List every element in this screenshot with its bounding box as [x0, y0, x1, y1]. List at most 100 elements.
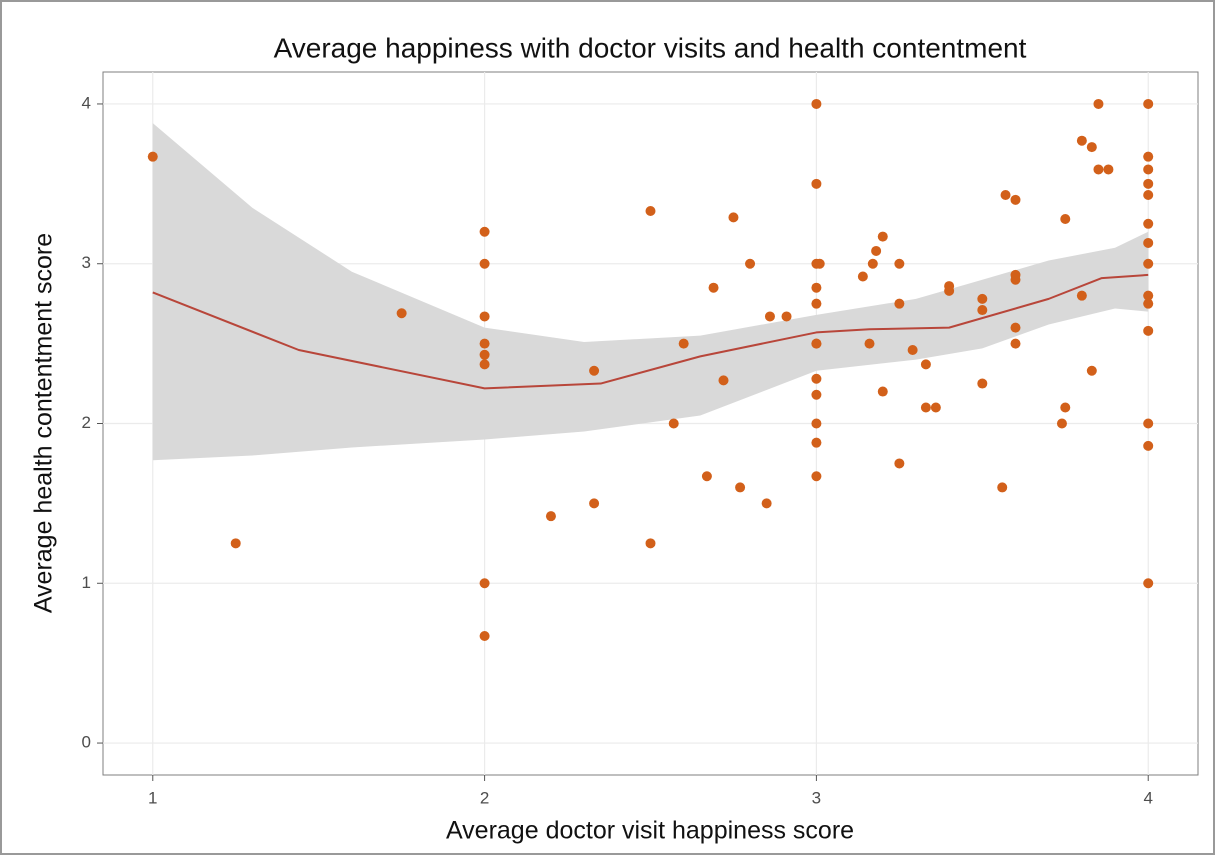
point	[930, 402, 941, 413]
confidence-band	[152, 123, 1149, 461]
point	[1010, 274, 1021, 285]
point	[1143, 237, 1154, 248]
point	[1143, 290, 1154, 301]
smooth-line	[152, 273, 1149, 390]
point	[811, 418, 822, 429]
point	[1143, 258, 1154, 269]
point	[811, 373, 822, 384]
point	[1060, 213, 1071, 224]
point	[781, 311, 792, 322]
point	[1056, 418, 1067, 429]
y-tick-label: 1	[82, 573, 91, 592]
point	[479, 311, 490, 322]
x-tick-label: 2	[480, 788, 489, 807]
point	[1000, 190, 1011, 201]
point	[701, 471, 712, 482]
point	[396, 308, 407, 319]
point	[977, 378, 988, 389]
point	[1143, 190, 1154, 201]
point	[1143, 151, 1154, 162]
point	[1060, 402, 1071, 413]
point	[811, 437, 822, 448]
point	[479, 359, 490, 370]
point	[1143, 325, 1154, 336]
point	[811, 282, 822, 293]
point	[894, 258, 905, 269]
point	[479, 630, 490, 641]
point	[1010, 338, 1021, 349]
point	[728, 212, 739, 223]
point	[857, 271, 868, 282]
point	[1143, 440, 1154, 451]
y-axis-label: Average health contentment score	[30, 233, 58, 613]
point	[811, 178, 822, 189]
point	[745, 258, 756, 269]
point	[907, 345, 918, 356]
point	[1103, 164, 1114, 175]
point	[977, 305, 988, 316]
point	[877, 231, 888, 242]
point	[864, 338, 875, 349]
point	[230, 538, 241, 549]
point	[718, 375, 729, 386]
point	[811, 389, 822, 400]
point	[479, 338, 490, 349]
y-tick-label: 0	[82, 733, 91, 752]
point	[1093, 98, 1104, 109]
point	[479, 578, 490, 589]
point	[645, 538, 656, 549]
point	[668, 418, 679, 429]
point	[1143, 578, 1154, 589]
point	[814, 258, 825, 269]
point	[1143, 418, 1154, 429]
x-tick-label: 3	[812, 788, 821, 807]
point	[764, 311, 775, 322]
point	[920, 402, 931, 413]
point	[877, 386, 888, 397]
point	[735, 482, 746, 493]
point	[1076, 135, 1087, 146]
point	[811, 298, 822, 309]
point	[1143, 164, 1154, 175]
point	[894, 298, 905, 309]
point	[1010, 322, 1021, 333]
point	[997, 482, 1008, 493]
y-tick-label: 3	[82, 253, 91, 272]
point	[545, 511, 556, 522]
point	[1076, 290, 1087, 301]
point	[1093, 164, 1104, 175]
point	[1086, 142, 1097, 153]
point	[589, 365, 600, 376]
point	[589, 498, 600, 509]
point	[811, 98, 822, 109]
point	[944, 281, 955, 292]
point	[479, 349, 490, 360]
point	[1086, 365, 1097, 376]
point	[645, 206, 656, 217]
point	[147, 151, 158, 162]
point	[867, 258, 878, 269]
chart-title: Average happiness with doctor visits and…	[274, 32, 1027, 63]
point	[977, 293, 988, 304]
point	[1010, 194, 1021, 205]
x-tick-label: 1	[148, 788, 157, 807]
point	[708, 282, 719, 293]
point	[1143, 298, 1154, 309]
point	[894, 458, 905, 469]
point	[479, 258, 490, 269]
point	[761, 498, 772, 509]
point	[1143, 218, 1154, 229]
point	[920, 359, 931, 370]
point	[811, 338, 822, 349]
point	[871, 245, 882, 256]
point	[811, 471, 822, 482]
point	[1143, 98, 1154, 109]
y-tick-label: 2	[82, 413, 91, 432]
point	[479, 226, 490, 237]
point	[1143, 178, 1154, 189]
y-tick-label: 4	[82, 93, 91, 112]
point	[678, 338, 689, 349]
x-tick-label: 4	[1143, 788, 1152, 807]
x-axis-label: Average doctor visit happiness score	[446, 817, 854, 845]
